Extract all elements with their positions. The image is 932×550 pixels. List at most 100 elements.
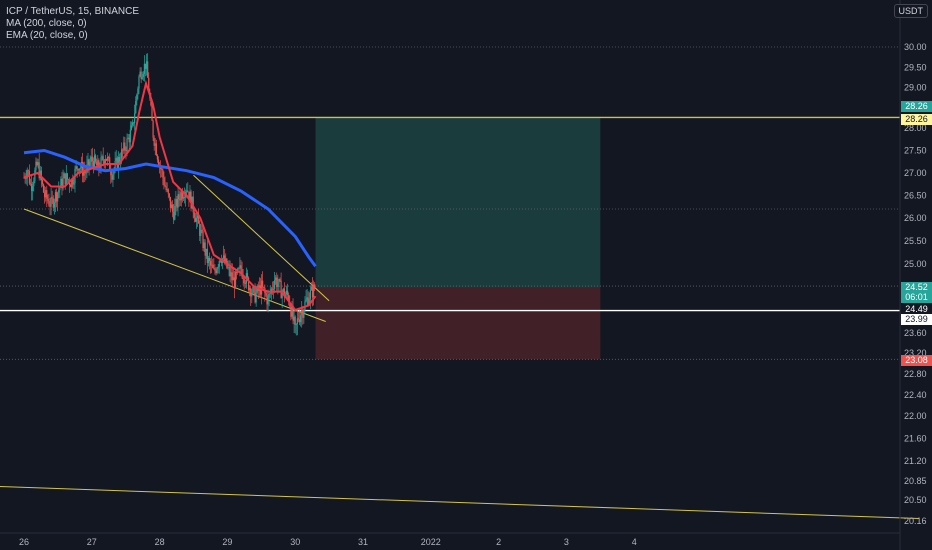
candle-body (283, 288, 285, 297)
candle-body (134, 113, 136, 124)
candle-body (92, 161, 95, 169)
candle-body (218, 261, 220, 267)
candle-body (125, 150, 127, 152)
candle-body (201, 229, 203, 231)
x-tick-label: 3 (564, 537, 569, 547)
candle-body (198, 215, 200, 224)
candle-body (42, 184, 45, 193)
candle-body (303, 310, 305, 318)
candle-body (232, 277, 234, 281)
candle-body (234, 271, 237, 289)
candle-body (94, 155, 97, 162)
time-axis[interactable]: 26 27 28 29 30 31 2022 2 3 4 (0, 532, 900, 547)
candle-body (70, 184, 72, 188)
x-tick-label: 2 (496, 537, 501, 547)
candle-body (150, 98, 152, 106)
candle-body (175, 198, 177, 207)
candle-body (236, 271, 238, 273)
candle-body (182, 197, 185, 199)
currency-badge[interactable]: USDT (893, 4, 928, 18)
candle-body (44, 192, 46, 198)
y-tick-label: 20.16 (904, 516, 927, 526)
candle-body (49, 205, 51, 207)
candle-body (186, 190, 188, 192)
candle-body (153, 137, 155, 146)
ma200-line[interactable] (23, 148, 317, 268)
candle-body (313, 284, 315, 298)
y-tick-label: 27.50 (904, 146, 927, 156)
candle-body (144, 63, 147, 69)
candle-body (223, 255, 225, 259)
candle-body (203, 242, 205, 249)
candle-body (79, 167, 82, 169)
ema-legend[interactable]: EMA (20, close, 0) (6, 30, 88, 41)
candle-body (142, 73, 144, 78)
candle-body (288, 294, 290, 302)
candle-body (246, 273, 249, 278)
candle-body (151, 105, 153, 121)
candle-body (225, 258, 227, 264)
candle-body (145, 61, 148, 69)
price-axis[interactable]: 30.0029.5029.0028.5028.0027.5027.0026.50… (899, 0, 927, 550)
y-tick-label: 26.00 (904, 213, 927, 223)
candle-body (78, 168, 80, 171)
candle-body (243, 278, 245, 284)
candle-body (89, 161, 91, 166)
stop-loss-zone[interactable] (315, 287, 601, 360)
candle-body (176, 198, 178, 208)
trendlines[interactable] (0, 174, 919, 520)
candle-body (47, 198, 49, 201)
y-tick-label: 29.50 (904, 62, 927, 72)
candle-body (122, 149, 124, 151)
candle-body (300, 315, 302, 323)
candle-body (27, 170, 29, 172)
candle-body (30, 184, 33, 191)
candle-body (190, 191, 192, 209)
y-tick-label: 22.40 (904, 390, 927, 400)
candle-body (229, 267, 231, 277)
y-tick-label: 28.00 (904, 123, 927, 133)
candle-body (165, 186, 167, 190)
x-tick-label: 30 (290, 537, 300, 547)
candle-body (291, 305, 293, 317)
candle-body (60, 178, 62, 188)
candle-body (67, 179, 70, 181)
candle-body (106, 156, 109, 161)
candle-body (132, 122, 135, 124)
candle-body (108, 156, 110, 158)
candle-body (266, 295, 268, 305)
candle-body (166, 189, 168, 191)
long-position-tool[interactable] (315, 117, 601, 360)
candle-body (278, 279, 280, 285)
candle-body (34, 170, 36, 182)
y-tick-label: 22.80 (904, 369, 927, 379)
ema20-line[interactable] (23, 79, 317, 312)
candle-body (177, 194, 179, 208)
candle-body (140, 71, 142, 80)
candle-body (247, 277, 250, 291)
horizontal-lines[interactable] (0, 116, 900, 312)
candle-body (28, 171, 31, 184)
symbol-title[interactable]: ICP / TetherUS, 15, BINANCE (6, 6, 140, 17)
y-tick-label: 23.20 (904, 348, 927, 358)
candle-body (58, 190, 60, 193)
candle-body (110, 170, 112, 176)
ma-legend[interactable]: MA (200, close, 0) (6, 18, 87, 29)
candle-body (260, 280, 263, 295)
candle-body (135, 101, 137, 114)
candle-body (52, 198, 54, 208)
candle-body (170, 204, 173, 208)
candle-body (310, 286, 313, 291)
trendline (0, 486, 919, 520)
candle-body (188, 191, 190, 200)
candle-body (29, 183, 32, 185)
candle-body (250, 287, 252, 297)
candle-body (143, 63, 146, 74)
take-profit-zone[interactable] (315, 117, 601, 288)
candle-body (63, 173, 65, 179)
candle-body (62, 178, 64, 189)
candle-body (205, 248, 207, 256)
y-tick-label: 29.00 (904, 83, 927, 93)
candle-body (211, 264, 213, 266)
